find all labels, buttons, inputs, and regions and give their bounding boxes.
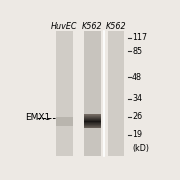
Text: K562: K562 bbox=[82, 22, 103, 31]
Bar bbox=[84, 121, 101, 122]
Text: 34: 34 bbox=[132, 94, 142, 103]
Bar bbox=[84, 115, 101, 116]
Text: 85: 85 bbox=[132, 47, 142, 56]
Bar bbox=[84, 116, 101, 117]
Text: 19: 19 bbox=[132, 130, 142, 139]
Bar bbox=[84, 119, 101, 120]
Bar bbox=[84, 122, 101, 123]
Bar bbox=[56, 31, 73, 156]
Text: (kD): (kD) bbox=[132, 144, 149, 153]
Bar bbox=[84, 116, 101, 117]
Bar bbox=[84, 124, 101, 125]
Bar bbox=[84, 117, 101, 118]
Text: EMX1: EMX1 bbox=[25, 113, 51, 122]
Bar bbox=[84, 125, 101, 126]
Bar bbox=[84, 114, 101, 115]
Text: 26: 26 bbox=[132, 112, 142, 121]
Bar bbox=[84, 119, 101, 120]
Bar bbox=[56, 117, 73, 126]
Bar bbox=[84, 122, 101, 123]
Bar bbox=[84, 31, 101, 156]
Text: HuvEC: HuvEC bbox=[51, 22, 78, 31]
Bar bbox=[84, 126, 101, 127]
Bar bbox=[108, 31, 124, 156]
Bar bbox=[84, 125, 101, 126]
Bar bbox=[84, 123, 101, 124]
Bar bbox=[84, 120, 101, 121]
Text: 117: 117 bbox=[132, 33, 147, 42]
Bar bbox=[84, 127, 101, 128]
Text: K562: K562 bbox=[106, 22, 126, 31]
Bar bbox=[84, 123, 101, 124]
Bar bbox=[84, 121, 101, 122]
Text: 48: 48 bbox=[132, 73, 142, 82]
Bar bbox=[84, 128, 101, 129]
Bar bbox=[84, 118, 101, 119]
